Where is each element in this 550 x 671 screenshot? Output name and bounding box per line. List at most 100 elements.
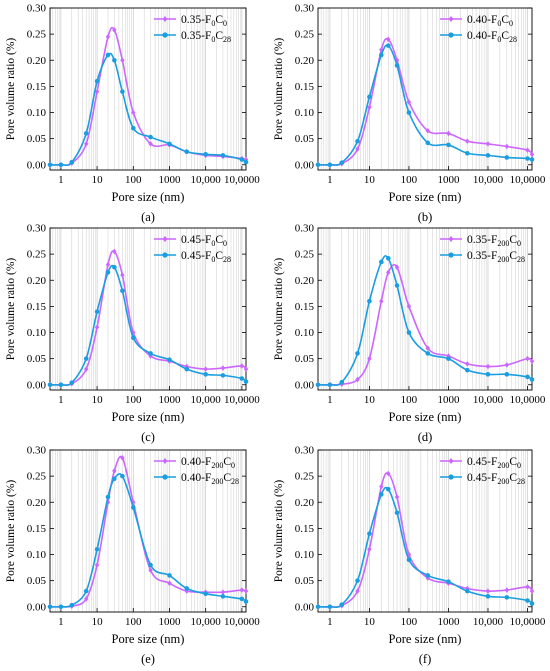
x-tick-label: 10,0000 (510, 174, 546, 186)
legend-text: 0.40-F (181, 456, 211, 468)
legend-text: 0.35-F (467, 234, 497, 246)
y-tick-label: 0.00 (27, 159, 47, 171)
y-tick-label: 0.15 (295, 81, 315, 93)
x-tick-label: 1 (58, 616, 64, 628)
data-point (529, 151, 535, 158)
y-tick-label: 0.10 (295, 327, 315, 339)
data-point (112, 476, 117, 482)
data-point (83, 356, 89, 361)
chart-panel-6: 0.00 0.05 0.10 0.15 0.20 0.25 0.30 1 10 100 1000 10… (273, 445, 546, 667)
data-point (239, 596, 245, 602)
data-point (355, 588, 360, 594)
data-point (385, 256, 391, 261)
legend-label: 0.45-F200C0 (467, 456, 521, 470)
data-point (367, 355, 372, 362)
data-point (327, 382, 333, 388)
legend-text: C (215, 14, 223, 26)
data-point (148, 567, 153, 573)
y-tick-label: 0.20 (295, 55, 315, 67)
y-axis-title: Pore volume ratio (%) (273, 38, 285, 141)
data-point (525, 374, 530, 380)
legend-text: 0.45-F (467, 456, 497, 468)
data-point (203, 372, 208, 377)
chart-panel-1: 0.00 0.05 0.10 0.15 0.20 0.25 0.30 1 10 100 1000 10… (5, 3, 260, 225)
x-tick-label: 10,0000 (510, 616, 546, 628)
y-tick-label: 0.25 (27, 249, 47, 261)
x-tick-label: 10,0000 (510, 394, 546, 406)
y-tick-label: 0.20 (295, 275, 315, 287)
y-tick-label: 0.00 (27, 601, 47, 613)
data-point (120, 288, 125, 294)
data-point (425, 140, 431, 146)
data-point (465, 361, 470, 367)
grid-lines (52, 228, 243, 390)
legend-text: 0.35-F (181, 30, 211, 42)
data-point (112, 264, 117, 270)
data-point (167, 580, 172, 587)
data-point (69, 159, 75, 165)
plot-frame (317, 227, 533, 391)
legend-text: C (501, 30, 509, 42)
data-point (485, 588, 491, 594)
x-tick-label: 10,0000 (224, 394, 260, 406)
series-line (49, 264, 247, 387)
x-tick-label: 10,0000 (224, 616, 260, 628)
data-point (112, 57, 117, 63)
legend-label: 0.40-F200C0 (181, 456, 235, 470)
legend-label: 0.35-F200C28 (467, 250, 525, 264)
series-line (317, 44, 533, 166)
legend-subscript: 200 (497, 255, 509, 264)
legend-marker (162, 32, 168, 38)
data-point (504, 587, 510, 593)
y-tick-label: 0.15 (295, 301, 315, 313)
data-point (355, 578, 360, 583)
data-point (529, 157, 535, 162)
x-tick-label: 10,000 (191, 394, 222, 406)
legend-subscript: 0 (211, 255, 215, 264)
data-point (425, 345, 430, 351)
chart-panel-2: 0.00 0.05 0.10 0.15 0.20 0.25 0.30 1 10 100 1000 10… (273, 3, 546, 225)
x-tick-label: 10,000 (473, 174, 504, 186)
data-point (465, 585, 470, 592)
x-tick-label: 100 (401, 616, 418, 628)
legend-text: C (223, 472, 231, 484)
data-point (112, 27, 117, 33)
data-point (243, 379, 249, 384)
data-point (47, 604, 53, 610)
y-axis-title: Pore volume ratio (%) (273, 480, 285, 583)
legend-text: C (215, 250, 223, 262)
data-point (220, 373, 226, 378)
series-1 (315, 470, 535, 610)
legend-subscript: 0 (211, 35, 215, 44)
data-point (148, 351, 153, 356)
series-line (49, 52, 247, 167)
legend-subscript: 28 (517, 477, 525, 486)
data-point (367, 546, 372, 553)
legend-subscript: 0 (517, 239, 521, 248)
data-point (148, 134, 153, 140)
y-tick-label: 0.15 (27, 523, 47, 535)
data-point (367, 94, 372, 100)
y-axis-title: Pore volume ratio (%) (273, 258, 285, 361)
data-point (130, 505, 136, 510)
legend-marker (162, 252, 168, 258)
legend-label: 0.40-F0C28 (467, 30, 517, 44)
data-point (394, 494, 400, 500)
legend-marker (162, 474, 168, 480)
y-tick-label: 0.30 (27, 445, 47, 457)
data-point (485, 594, 491, 599)
panel-label: (c) (141, 430, 155, 444)
y-tick-label: 0.10 (27, 327, 47, 339)
legend-subscript: 0 (231, 461, 235, 470)
series-2 (315, 43, 535, 168)
y-axis-title: Pore volume ratio (%) (5, 38, 17, 141)
y-tick-label: 0.25 (27, 471, 47, 483)
data-point (131, 499, 136, 506)
x-axis-title: Pore size (nm) (389, 190, 462, 204)
legend-subscript: 200 (211, 461, 223, 470)
data-point (327, 162, 333, 168)
legend-subscript: 0 (517, 461, 521, 470)
